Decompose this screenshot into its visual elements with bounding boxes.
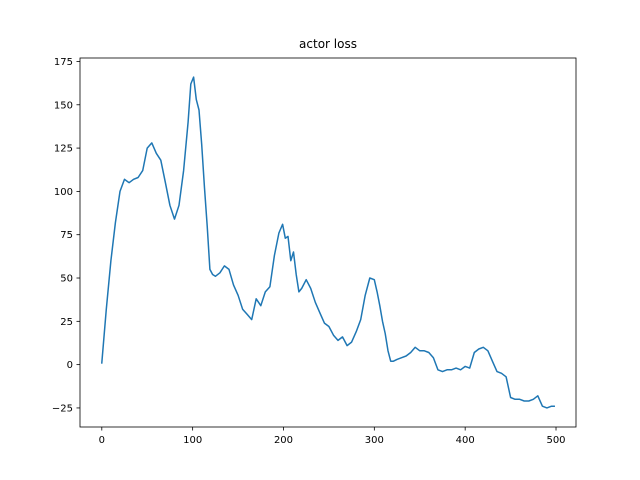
y-tick-label: 50 xyxy=(60,274,73,285)
y-axis: −25 0 25 50 75 100 125 150 175 xyxy=(52,57,80,414)
actor-loss-line xyxy=(100,76,555,409)
x-tick-label: 200 xyxy=(274,435,293,446)
chart-title: actor loss xyxy=(299,37,357,51)
x-tick-label: 0 xyxy=(99,435,105,446)
x-axis: 0 100 200 300 400 500 xyxy=(99,427,566,446)
y-tick-label: 25 xyxy=(60,317,73,328)
x-tick-label: 500 xyxy=(546,435,565,446)
x-tick-label: 300 xyxy=(365,435,384,446)
x-tick-label: 400 xyxy=(456,435,475,446)
x-tick-label: 100 xyxy=(183,435,202,446)
y-tick-label: 175 xyxy=(54,57,73,68)
y-tick-label: 0 xyxy=(67,360,73,371)
y-tick-label: 100 xyxy=(54,187,73,198)
y-tick-label: −25 xyxy=(52,403,73,414)
y-tick-label: 125 xyxy=(54,144,73,155)
y-tick-label: 150 xyxy=(54,100,73,111)
plot-frame xyxy=(79,57,577,428)
y-tick-label: 75 xyxy=(60,230,73,241)
